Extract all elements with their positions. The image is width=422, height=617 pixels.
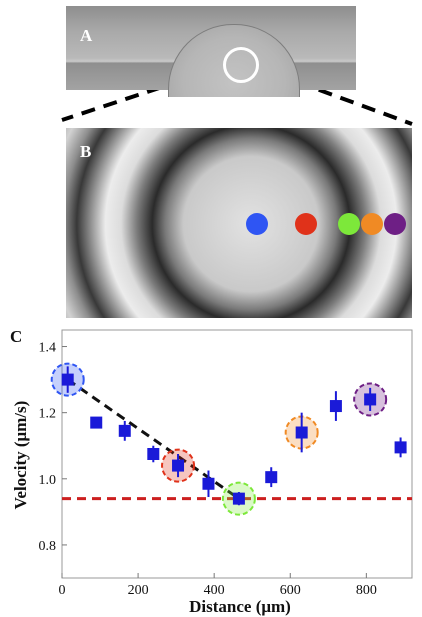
x-tick-label-4: 800: [356, 583, 377, 598]
y-tick-label-0: 0.8: [39, 539, 57, 554]
marker-green: [338, 213, 360, 235]
interference-rings-image: B: [66, 128, 412, 318]
x-tick-label-0: 0: [59, 583, 66, 598]
data-point-1: [90, 416, 103, 429]
data-point-8: [295, 426, 308, 439]
marker-blue: [246, 213, 268, 235]
y-tick-label-3: 1.4: [39, 341, 57, 356]
droplet-side-view-image: A: [66, 6, 356, 97]
data-point-10: [364, 393, 377, 406]
plot-frame: [61, 329, 413, 579]
x-tick-label-2: 400: [204, 583, 225, 598]
velocity-chart: C 0 200 400 600 800 0.8 1.0 1.2 1.4 Distance (μm…: [10, 327, 413, 616]
data-point-5: [202, 477, 215, 490]
panel-a-label: A: [80, 26, 93, 45]
x-axis-label: Distance (μm): [189, 597, 291, 616]
interference-rings: [66, 128, 412, 318]
data-point-7: [265, 471, 278, 484]
zoom-circle: [223, 47, 259, 83]
y-axis-label: Velocity (μm/s): [11, 401, 30, 510]
data-point-2: [118, 424, 131, 437]
data-point-4: [172, 459, 185, 472]
data-point-3: [147, 448, 160, 460]
x-tick-label-1: 200: [128, 583, 149, 598]
marker-purple: [384, 213, 406, 235]
panel-b-label: B: [80, 142, 92, 161]
y-tick-label-1: 1.0: [39, 473, 57, 488]
plot-area: 0 200 400 600 800 0.8 1.0 1.2 1.4: [39, 329, 413, 598]
data-point-6: [232, 492, 245, 505]
panel-c-label: C: [10, 327, 22, 346]
x-tick-label-3: 600: [280, 583, 301, 598]
data-point-9: [329, 400, 342, 413]
marker-red: [295, 213, 317, 235]
data-point-0: [61, 373, 74, 386]
marker-orange: [361, 213, 383, 235]
y-tick-label-2: 1.2: [39, 407, 57, 422]
data-point-11: [394, 441, 407, 454]
